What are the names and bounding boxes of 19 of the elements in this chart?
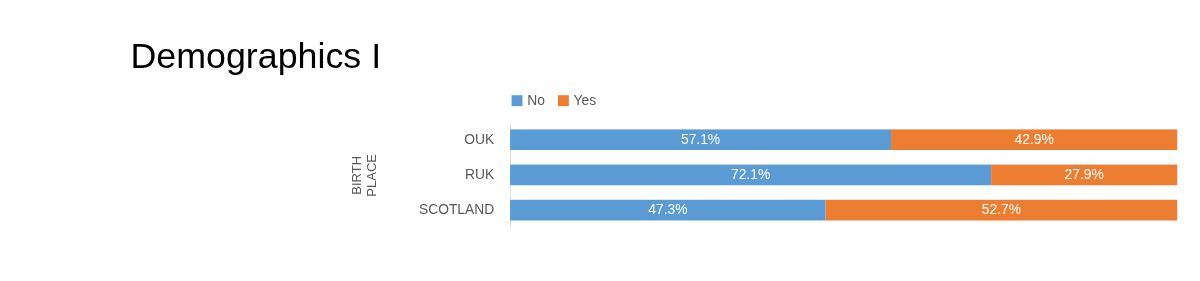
legend-label: No: [527, 91, 546, 108]
bar: [510, 129, 892, 150]
y-tick-label: SCOTLAND: [418, 201, 495, 218]
y-tick-label: OUK: [464, 130, 496, 147]
chart-title: Demographics I: [130, 36, 382, 77]
data-label: 72.1%: [730, 165, 771, 182]
bar: [891, 129, 1178, 150]
data-label: 57.1%: [680, 130, 721, 147]
legend-label: Yes: [573, 91, 597, 108]
bar: [510, 164, 992, 186]
data-label: 27.9%: [1064, 165, 1104, 182]
bar: [510, 199, 826, 221]
bar: [991, 164, 1178, 186]
data-label: 42.9%: [1014, 130, 1054, 147]
y-axis-title: BIRTH PLACE: [349, 153, 379, 197]
data-label: 47.3%: [648, 201, 688, 218]
bar: [825, 199, 1178, 221]
data-label: 52.7%: [981, 201, 1022, 218]
y-tick-label: RUK: [465, 165, 496, 182]
